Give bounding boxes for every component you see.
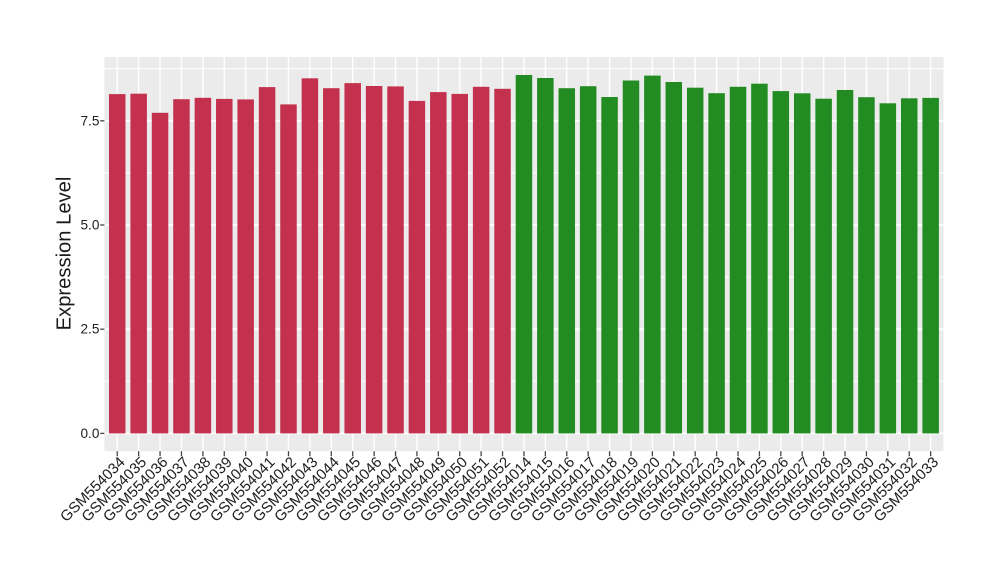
svg-text:0.0: 0.0 — [80, 426, 99, 441]
svg-text:5.0: 5.0 — [80, 218, 99, 233]
svg-text:7.5: 7.5 — [80, 113, 99, 128]
svg-text:2.5: 2.5 — [80, 322, 99, 337]
svg-text:Expression Level: Expression Level — [54, 177, 76, 331]
